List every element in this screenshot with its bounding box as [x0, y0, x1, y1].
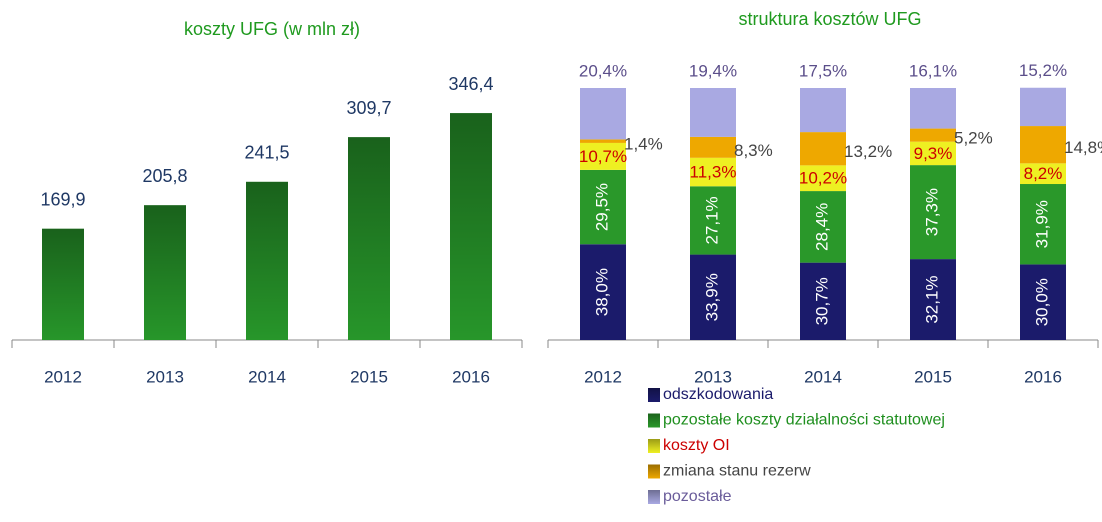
x-tick-label: 2013	[694, 367, 732, 386]
legend-swatch-shade	[648, 464, 660, 479]
bar-segment	[910, 259, 956, 340]
value-label: 31,9%	[1032, 200, 1051, 248]
chart-title: koszty UFG (w mln zł)	[184, 19, 360, 39]
value-label: 30,7%	[812, 277, 831, 325]
x-tick-label: 2014	[248, 367, 286, 386]
x-tick-label: 2016	[452, 367, 490, 386]
bar-segment	[910, 141, 956, 166]
legend-label: koszty OI	[663, 437, 730, 454]
bar-segment	[1020, 163, 1066, 185]
value-label: 11,3%	[690, 163, 737, 182]
value-label: 32,1%	[922, 275, 941, 323]
value-label: 205,8	[142, 166, 187, 186]
value-label: 15,2%	[1019, 61, 1067, 80]
value-label: 5,2%	[954, 129, 993, 148]
bar-shade	[348, 137, 390, 340]
bar-segment	[580, 142, 626, 170]
value-label: 8,3%	[734, 141, 773, 160]
x-tick-label: 2012	[584, 367, 622, 386]
value-label: 33,9%	[702, 273, 721, 321]
bar-segment	[1020, 87, 1066, 127]
bar-shade	[42, 228, 84, 340]
x-tick-label: 2015	[350, 367, 388, 386]
bar-shade	[144, 205, 186, 340]
bar-segment	[690, 254, 736, 340]
bar-segment	[1020, 184, 1066, 265]
bar-shade	[450, 113, 492, 340]
x-tick-label: 2015	[914, 367, 952, 386]
x-tick-label: 2016	[1024, 367, 1062, 386]
value-label: 37,3%	[922, 188, 941, 236]
value-label: 13,2%	[844, 142, 892, 161]
bar-segment	[690, 157, 736, 187]
bar-segment	[800, 88, 846, 133]
bar-segment	[800, 191, 846, 263]
value-label: 28,4%	[812, 203, 831, 251]
bar-segment	[910, 165, 956, 260]
legend-swatch-shade	[648, 439, 660, 453]
value-label: 9,3%	[914, 144, 953, 163]
bar-segment	[580, 88, 626, 140]
value-label: 10,2%	[799, 169, 847, 188]
bar-segment	[910, 88, 956, 129]
value-label: 38,0%	[592, 268, 611, 316]
value-label: 241,5	[244, 143, 289, 163]
bar-segment	[1020, 126, 1066, 164]
value-label: 8,2%	[1024, 164, 1063, 183]
value-label: 169,9	[40, 189, 85, 209]
legend-swatch-shade	[648, 490, 660, 504]
value-label: 346,4	[448, 74, 493, 94]
bar-segment	[800, 132, 846, 166]
bar-segment	[580, 169, 626, 245]
bar-segment	[580, 244, 626, 340]
value-label: 1,4%	[624, 135, 663, 154]
bar-segment	[1020, 264, 1066, 340]
value-label: 30,0%	[1032, 278, 1051, 326]
legend-label: odszkodowania	[663, 386, 773, 403]
value-label: 16,1%	[909, 61, 957, 80]
bar-segment	[690, 186, 736, 255]
legend-swatch-shade	[648, 413, 660, 428]
bar-segment	[580, 139, 626, 143]
bar-segment	[690, 136, 736, 158]
value-label: 27,1%	[702, 196, 721, 244]
legend-label: pozostałe	[663, 488, 732, 505]
chart-title: struktura kosztów UFG	[738, 9, 921, 29]
legend-label: zmiana stanu rezerw	[663, 463, 811, 480]
bar-shade	[246, 181, 288, 340]
value-label: 10,7%	[579, 147, 627, 166]
bar-segment	[690, 88, 736, 137]
x-tick-label: 2012	[44, 367, 82, 386]
value-label: 309,7	[346, 98, 391, 118]
bar-segment	[910, 128, 956, 142]
legend-swatch-shade	[648, 388, 660, 402]
bar-segment	[800, 262, 846, 340]
bar-segment	[800, 165, 846, 192]
value-label: 20,4%	[579, 61, 627, 80]
x-tick-label: 2014	[804, 367, 842, 386]
value-label: 14,8%	[1064, 138, 1102, 157]
value-label: 29,5%	[592, 183, 611, 231]
value-label: 17,5%	[799, 61, 847, 80]
legend-label: pozostałe koszty działalności statutowej	[663, 412, 945, 429]
value-label: 19,4%	[689, 61, 737, 80]
x-tick-label: 2013	[146, 367, 184, 386]
